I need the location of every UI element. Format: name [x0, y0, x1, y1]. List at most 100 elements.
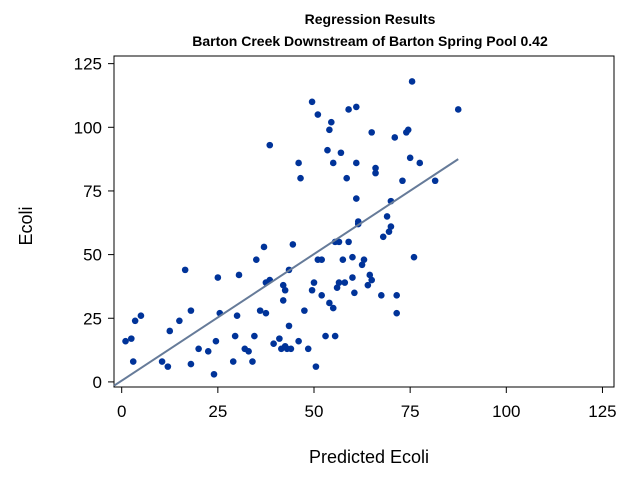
data-point — [235, 271, 243, 279]
data-point — [339, 256, 347, 263]
data-point — [204, 348, 212, 355]
data-point — [410, 253, 418, 261]
data-point — [378, 292, 385, 299]
data-point — [322, 332, 329, 340]
data-point — [256, 307, 264, 314]
chart-title: Regression Results — [305, 11, 436, 27]
regression-line — [113, 158, 459, 387]
chart-subtitle: Barton Creek Downstream of Barton Spring… — [192, 33, 548, 49]
data-point — [304, 345, 312, 353]
data-point — [393, 292, 400, 299]
data-point — [229, 358, 237, 365]
data-point — [314, 111, 322, 118]
data-point — [245, 348, 252, 355]
data-point — [312, 363, 320, 370]
data-point — [353, 159, 360, 167]
data-point — [391, 134, 399, 141]
data-point — [249, 358, 256, 365]
data-point — [195, 345, 202, 353]
data-point — [318, 292, 325, 299]
data-point — [318, 256, 325, 263]
data-point — [329, 159, 337, 167]
data-point — [289, 241, 297, 248]
data-point — [406, 154, 414, 162]
data-point — [308, 98, 316, 106]
data-point — [416, 159, 424, 167]
data-point — [326, 126, 333, 134]
x-tick-label: 75 — [401, 402, 420, 421]
data-point — [372, 169, 379, 177]
data-point — [379, 233, 387, 241]
data-point — [393, 309, 400, 317]
data-point — [164, 363, 172, 370]
data-point — [128, 335, 135, 342]
x-tick-label: 0 — [117, 402, 126, 421]
data-point — [233, 312, 241, 320]
data-point — [187, 360, 195, 368]
data-point — [158, 358, 166, 365]
data-point — [295, 337, 302, 345]
y-tick-label: 0 — [93, 373, 102, 392]
data-point — [270, 340, 277, 348]
y-tick-label: 25 — [83, 309, 102, 328]
data-point — [383, 213, 391, 220]
x-axis: 0 25 50 75 100 125 — [117, 387, 617, 421]
data-point — [210, 370, 218, 378]
data-point — [129, 358, 137, 365]
data-point — [387, 223, 395, 230]
data-point — [276, 335, 283, 342]
data-point — [368, 129, 375, 136]
plot-area — [113, 55, 615, 388]
data-point — [364, 281, 372, 289]
data-point — [187, 307, 195, 314]
data-point — [331, 332, 339, 340]
data-point — [431, 177, 439, 185]
data-point — [287, 345, 295, 353]
data-point — [324, 146, 331, 154]
data-point — [454, 106, 462, 113]
data-point — [166, 327, 174, 335]
data-point — [345, 238, 352, 246]
data-point — [329, 304, 337, 312]
data-point — [408, 78, 416, 85]
data-point — [368, 276, 375, 284]
y-tick-label: 125 — [74, 55, 102, 74]
data-point — [310, 279, 318, 286]
data-point — [131, 317, 139, 325]
x-tick-label: 25 — [208, 402, 227, 421]
plot-frame — [113, 55, 615, 388]
data-point — [335, 279, 343, 286]
y-axis-label: Ecoli — [16, 206, 36, 245]
x-tick-label: 100 — [492, 402, 520, 421]
data-point — [297, 174, 304, 182]
data-point — [301, 307, 308, 314]
data-point — [360, 256, 368, 263]
data-point — [279, 297, 287, 304]
data-point — [341, 279, 349, 286]
data-point — [285, 322, 293, 330]
data-point — [308, 286, 316, 294]
data-point — [349, 253, 356, 261]
data-point — [214, 274, 222, 281]
y-tick-label: 75 — [83, 182, 102, 201]
data-point — [253, 256, 260, 263]
data-point — [372, 164, 379, 172]
data-point — [337, 149, 345, 157]
data-point — [231, 332, 239, 340]
data-point — [212, 337, 220, 345]
data-point — [385, 228, 393, 235]
data-point — [251, 332, 258, 340]
x-axis-label: Predicted Ecoli — [309, 447, 429, 467]
data-point — [345, 106, 352, 113]
data-point — [353, 103, 360, 111]
data-point — [122, 337, 129, 345]
data-point — [137, 312, 145, 320]
data-point — [358, 261, 366, 269]
data-point — [399, 177, 406, 185]
data-point — [295, 159, 302, 167]
data-point — [260, 243, 268, 251]
data-point — [181, 266, 189, 274]
data-point — [333, 284, 341, 292]
